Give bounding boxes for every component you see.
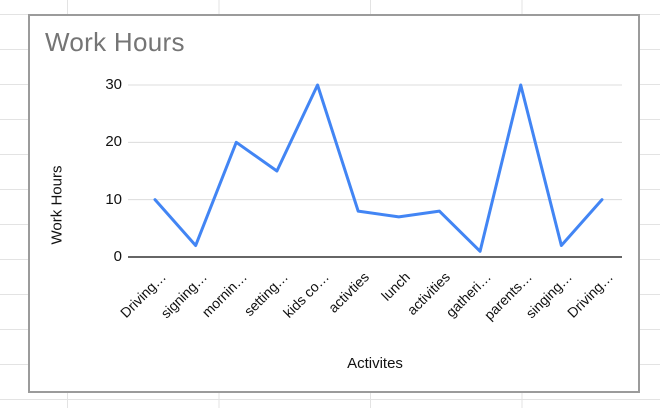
chart-title: Work Hours <box>45 27 185 57</box>
y-axis-title: Work Hours <box>48 165 66 245</box>
line-chart-canvas <box>128 83 622 258</box>
y-tick-label: 30 <box>105 76 122 93</box>
chart-card[interactable]: Work Hours 0 10 20 30 Driving… signing… morni… <box>28 14 640 393</box>
work-hours-line-series[interactable] <box>153 83 604 253</box>
x-axis-title: Activites <box>347 355 403 372</box>
y-tick-label: 0 <box>113 248 122 265</box>
y-tick-label: 10 <box>105 190 122 208</box>
y-tick-label: 20 <box>105 133 122 151</box>
